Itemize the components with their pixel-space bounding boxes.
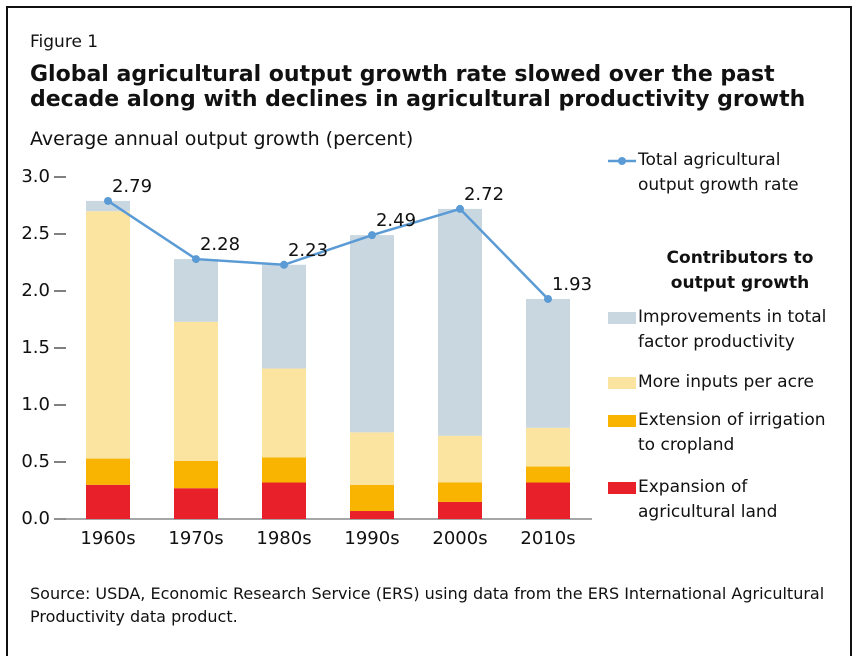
line-marker [544,294,552,303]
x-tick-label: 2000s [432,528,487,549]
bar-segment [262,368,306,458]
y-tick-label: 0.5 [21,451,50,472]
bar-segment [526,466,570,483]
bar-segment [350,432,394,485]
bar-segment [438,208,482,436]
x-tick-label: 1990s [344,528,399,549]
bar-segment [174,488,218,519]
bar-segment [262,264,306,369]
y-tick-label: 3.0 [21,166,50,187]
data-label: 2.79 [112,176,152,197]
y-tick-label: 2.0 [21,280,50,301]
bar-segment [350,511,394,519]
legend-swatch [608,415,636,427]
data-label: 2.49 [376,210,416,231]
legend-marker [618,157,626,165]
bar-segment [350,235,394,433]
bar-segment [526,427,570,467]
legend-label: Extension of irrigation to cropland [638,410,826,455]
y-tick-label: 0.0 [21,508,50,529]
chart-title: Global agricultural output growth rate s… [30,62,806,112]
line-marker [456,204,464,213]
data-label: 2.72 [464,184,504,205]
bar-segment [262,482,306,519]
legend-title: Contributors to output growth [666,248,814,293]
x-tick-label: 2010s [520,528,575,549]
bar-segment [86,200,130,212]
legend-label: More inputs per acre [638,372,815,392]
bar-segment [86,484,130,519]
figure-label: Figure 1 [30,32,99,52]
data-label: 2.23 [288,240,328,261]
legend-label: Improvements in total factor productivit… [638,307,827,352]
y-tick-label: 1.5 [21,337,50,358]
legend-swatch [608,312,636,324]
x-tick-label: 1980s [256,528,311,549]
bar-segment [438,482,482,502]
line-marker [280,260,288,269]
legend-label: Total agricultural output growth rate [638,150,799,195]
bar-segment [526,482,570,519]
bar-segment [86,211,130,459]
bar-segment [350,484,394,512]
bar-segment [438,501,482,519]
bar-segment [174,460,218,489]
bar-segment [174,259,218,322]
y-tick-label: 1.0 [21,394,50,415]
legend-swatch [608,377,636,389]
bar-segment [86,458,130,485]
legend-swatch [608,482,636,494]
bar-segment [262,457,306,483]
data-label: 2.28 [200,234,240,255]
x-tick-label: 1970s [168,528,223,549]
legend-label: Expansion of agricultural land [638,477,778,522]
line-marker [368,231,376,240]
line-marker [104,196,112,205]
total-line [107,199,549,300]
bar-segment [526,298,570,428]
data-label: 1.93 [552,274,592,295]
bar-segment [438,435,482,483]
frame [6,6,852,656]
source: Source: USDA, Economic Research Service … [30,584,825,626]
y-axis-label: Average annual output growth (percent) [30,128,414,150]
y-tick-label: 2.5 [21,223,50,244]
bar-segment [174,321,218,461]
x-tick-label: 1960s [80,528,135,549]
line-marker [192,255,200,264]
